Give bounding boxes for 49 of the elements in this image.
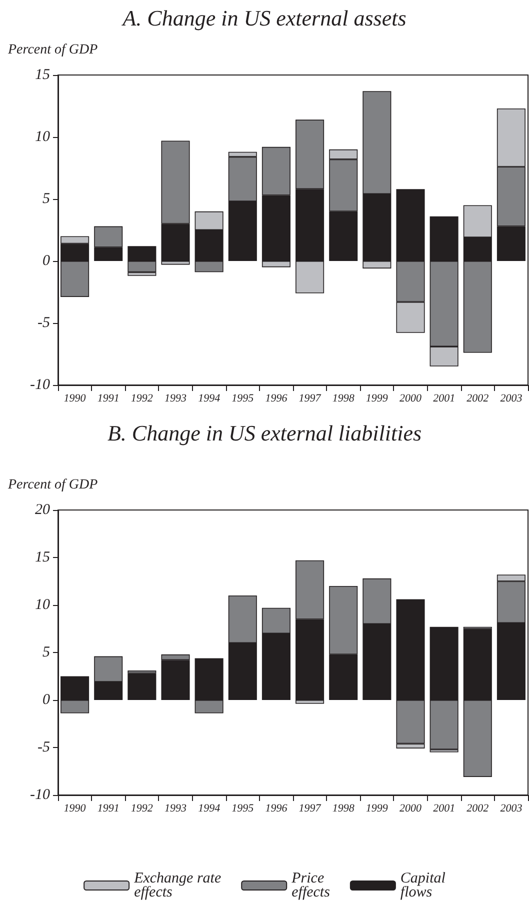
x-tick-label: 1992	[130, 802, 154, 814]
x-tick-label: 1990	[64, 392, 86, 404]
x-tick-label: 1996	[265, 392, 288, 404]
x-tick-label: 1992	[130, 392, 154, 404]
legend-label: Capital flows	[400, 870, 446, 900]
chart-title: B. Change in US external liabilities	[107, 420, 422, 446]
x-tick-label: 2001	[433, 392, 456, 404]
x-tick-label: 1999	[366, 392, 388, 404]
y-tick-label: -10	[30, 377, 50, 393]
x-tick-label: 1998	[332, 392, 355, 404]
y-axis-title: Percent of GDP	[7, 478, 98, 492]
y-tick-label: 10	[35, 129, 50, 145]
y-tick-label: 0	[42, 692, 50, 708]
x-tick-label: 1993	[164, 392, 187, 404]
x-tick-label: 1995	[232, 802, 254, 814]
x-tick-label: 2002	[466, 392, 490, 404]
y-tick-label: -5	[38, 740, 50, 756]
x-tick-label: 1991	[97, 802, 120, 814]
x-tick-label: 2003	[500, 802, 523, 814]
y-tick-label: 5	[42, 644, 50, 660]
x-tick-label: 1993	[164, 802, 187, 814]
x-tick-label: 1994	[198, 392, 221, 404]
legend-label: Exchange rate effects	[133, 870, 222, 900]
chart-title: A. Change in US external assets	[120, 6, 406, 30]
x-tick-label: 2000	[400, 392, 422, 404]
x-tick-label: 1997	[298, 802, 322, 814]
y-tick-label: 5	[42, 191, 50, 207]
y-tick-label: 0	[42, 253, 50, 269]
x-tick-label: 1995	[232, 392, 254, 404]
x-tick-label: 2002	[466, 802, 490, 814]
y-axis-title: Percent of GDP	[7, 42, 98, 58]
y-tick-label: 20	[35, 502, 50, 518]
legend-label: Price effects	[290, 870, 330, 900]
x-tick-label: 1991	[97, 392, 120, 404]
y-tick-label: 15	[35, 550, 50, 566]
x-tick-label: 2000	[400, 802, 422, 814]
y-tick-label: -10	[30, 787, 50, 803]
y-tick-label: -5	[38, 315, 50, 331]
x-tick-label: 1998	[332, 802, 355, 814]
x-tick-label: 1994	[198, 802, 221, 814]
x-tick-label: 2001	[433, 802, 456, 814]
x-tick-label: 1997	[298, 392, 322, 404]
y-tick-label: 10	[35, 597, 50, 613]
x-tick-label: 1990	[64, 802, 86, 814]
x-tick-label: 1999	[366, 802, 388, 814]
x-tick-label: 2003	[500, 392, 523, 404]
x-tick-label: 1996	[265, 802, 288, 814]
bar	[128, 673, 156, 700]
y-tick-label: 15	[35, 67, 50, 83]
